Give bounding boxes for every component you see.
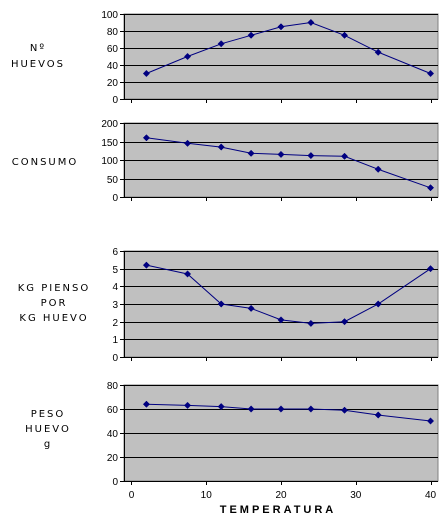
x-tick-label-30: 30 xyxy=(350,490,362,501)
data-point-3-7 xyxy=(340,318,349,326)
data-point-4-3 xyxy=(217,403,225,411)
x-tick-label-40: 40 xyxy=(425,490,437,501)
data-point-1-5 xyxy=(277,23,285,31)
data-point-2-2 xyxy=(183,139,192,147)
data-point-1-3 xyxy=(217,40,225,48)
y-axis-label-4-2: HUEVO xyxy=(25,424,71,435)
data-point-4-5 xyxy=(277,405,285,413)
data-point-2-7 xyxy=(340,152,349,160)
data-point-1-2 xyxy=(183,52,192,61)
y-tick-label-1-100: 100 xyxy=(101,10,118,21)
y-tick-label-1-0: 0 xyxy=(112,95,118,106)
y-tick-label-1-20: 20 xyxy=(107,78,119,89)
y-tick-label-3-3: 3 xyxy=(112,300,118,311)
y-axis-label-1-1: Nº xyxy=(30,43,46,54)
x-tick-label-10: 10 xyxy=(201,490,213,501)
data-point-4-8 xyxy=(374,411,382,419)
y-tick-label-3-5: 5 xyxy=(112,265,118,276)
y-axis-label-3-1: KG PIENSO xyxy=(18,283,90,294)
data-point-2-4 xyxy=(247,149,255,157)
y-tick-label-4-60: 60 xyxy=(107,405,119,416)
y-tick-label-2-150: 150 xyxy=(101,138,118,149)
y-tick-label-3-0: 0 xyxy=(112,353,118,364)
data-point-4-9 xyxy=(426,417,435,425)
data-point-2-6 xyxy=(307,152,315,160)
data-point-1-7 xyxy=(340,31,349,39)
y-tick-label-3-6: 6 xyxy=(112,247,118,258)
y-tick-label-2-0: 0 xyxy=(112,193,118,204)
data-point-3-1 xyxy=(142,261,150,269)
data-point-1-4 xyxy=(247,31,255,39)
x-tick-label-20: 20 xyxy=(275,490,287,501)
y-tick-label-1-60: 60 xyxy=(107,44,119,55)
data-point-2-5 xyxy=(277,150,285,159)
data-point-3-4 xyxy=(247,304,255,312)
y-axis-label-3-2: POR xyxy=(41,298,68,309)
data-point-4-2 xyxy=(183,401,192,409)
data-point-4-7 xyxy=(340,406,349,414)
data-point-1-6 xyxy=(307,18,315,27)
y-tick-label-3-2: 2 xyxy=(112,318,118,329)
y-axis-label-4-3: g xyxy=(44,439,52,450)
y-tick-label-2-50: 50 xyxy=(107,175,119,186)
data-point-4-4 xyxy=(247,405,255,413)
y-tick-label-1-80: 80 xyxy=(107,27,119,38)
data-point-3-9 xyxy=(426,265,435,273)
data-point-2-1 xyxy=(142,134,150,142)
y-tick-label-4-80: 80 xyxy=(107,381,119,392)
y-axis-label-4-1: PESO xyxy=(31,409,66,420)
data-point-3-5 xyxy=(277,316,285,324)
x-tick-label-0: 0 xyxy=(129,490,135,501)
data-point-1-9 xyxy=(426,69,435,78)
y-tick-label-4-20: 20 xyxy=(107,453,119,464)
data-point-2-9 xyxy=(426,184,435,192)
y-tick-label-1-40: 40 xyxy=(107,61,119,72)
data-point-3-8 xyxy=(374,300,382,308)
y-axis-label-2-1: CONSUMO xyxy=(12,157,79,168)
data-point-2-8 xyxy=(374,165,382,173)
data-point-4-6 xyxy=(307,405,315,413)
y-tick-label-2-200: 200 xyxy=(101,119,118,130)
data-point-3-3 xyxy=(217,300,225,308)
y-tick-label-4-40: 40 xyxy=(107,429,119,440)
x-axis-label: TEMPERATURA xyxy=(220,504,337,516)
data-point-4-1 xyxy=(142,400,150,408)
data-point-1-1 xyxy=(142,69,150,78)
data-point-2-3 xyxy=(217,143,225,151)
y-tick-label-2-100: 100 xyxy=(101,156,118,167)
data-point-3-6 xyxy=(307,319,315,327)
data-point-3-2 xyxy=(183,270,192,278)
y-tick-label-4-0: 0 xyxy=(112,477,118,488)
data-point-1-8 xyxy=(374,48,382,56)
y-tick-label-3-4: 4 xyxy=(112,282,118,293)
y-tick-label-3-1: 1 xyxy=(112,335,118,346)
y-axis-label-3-3: KG HUEVO xyxy=(19,313,88,324)
y-axis-label-1-2: HUEVOS xyxy=(11,59,65,70)
